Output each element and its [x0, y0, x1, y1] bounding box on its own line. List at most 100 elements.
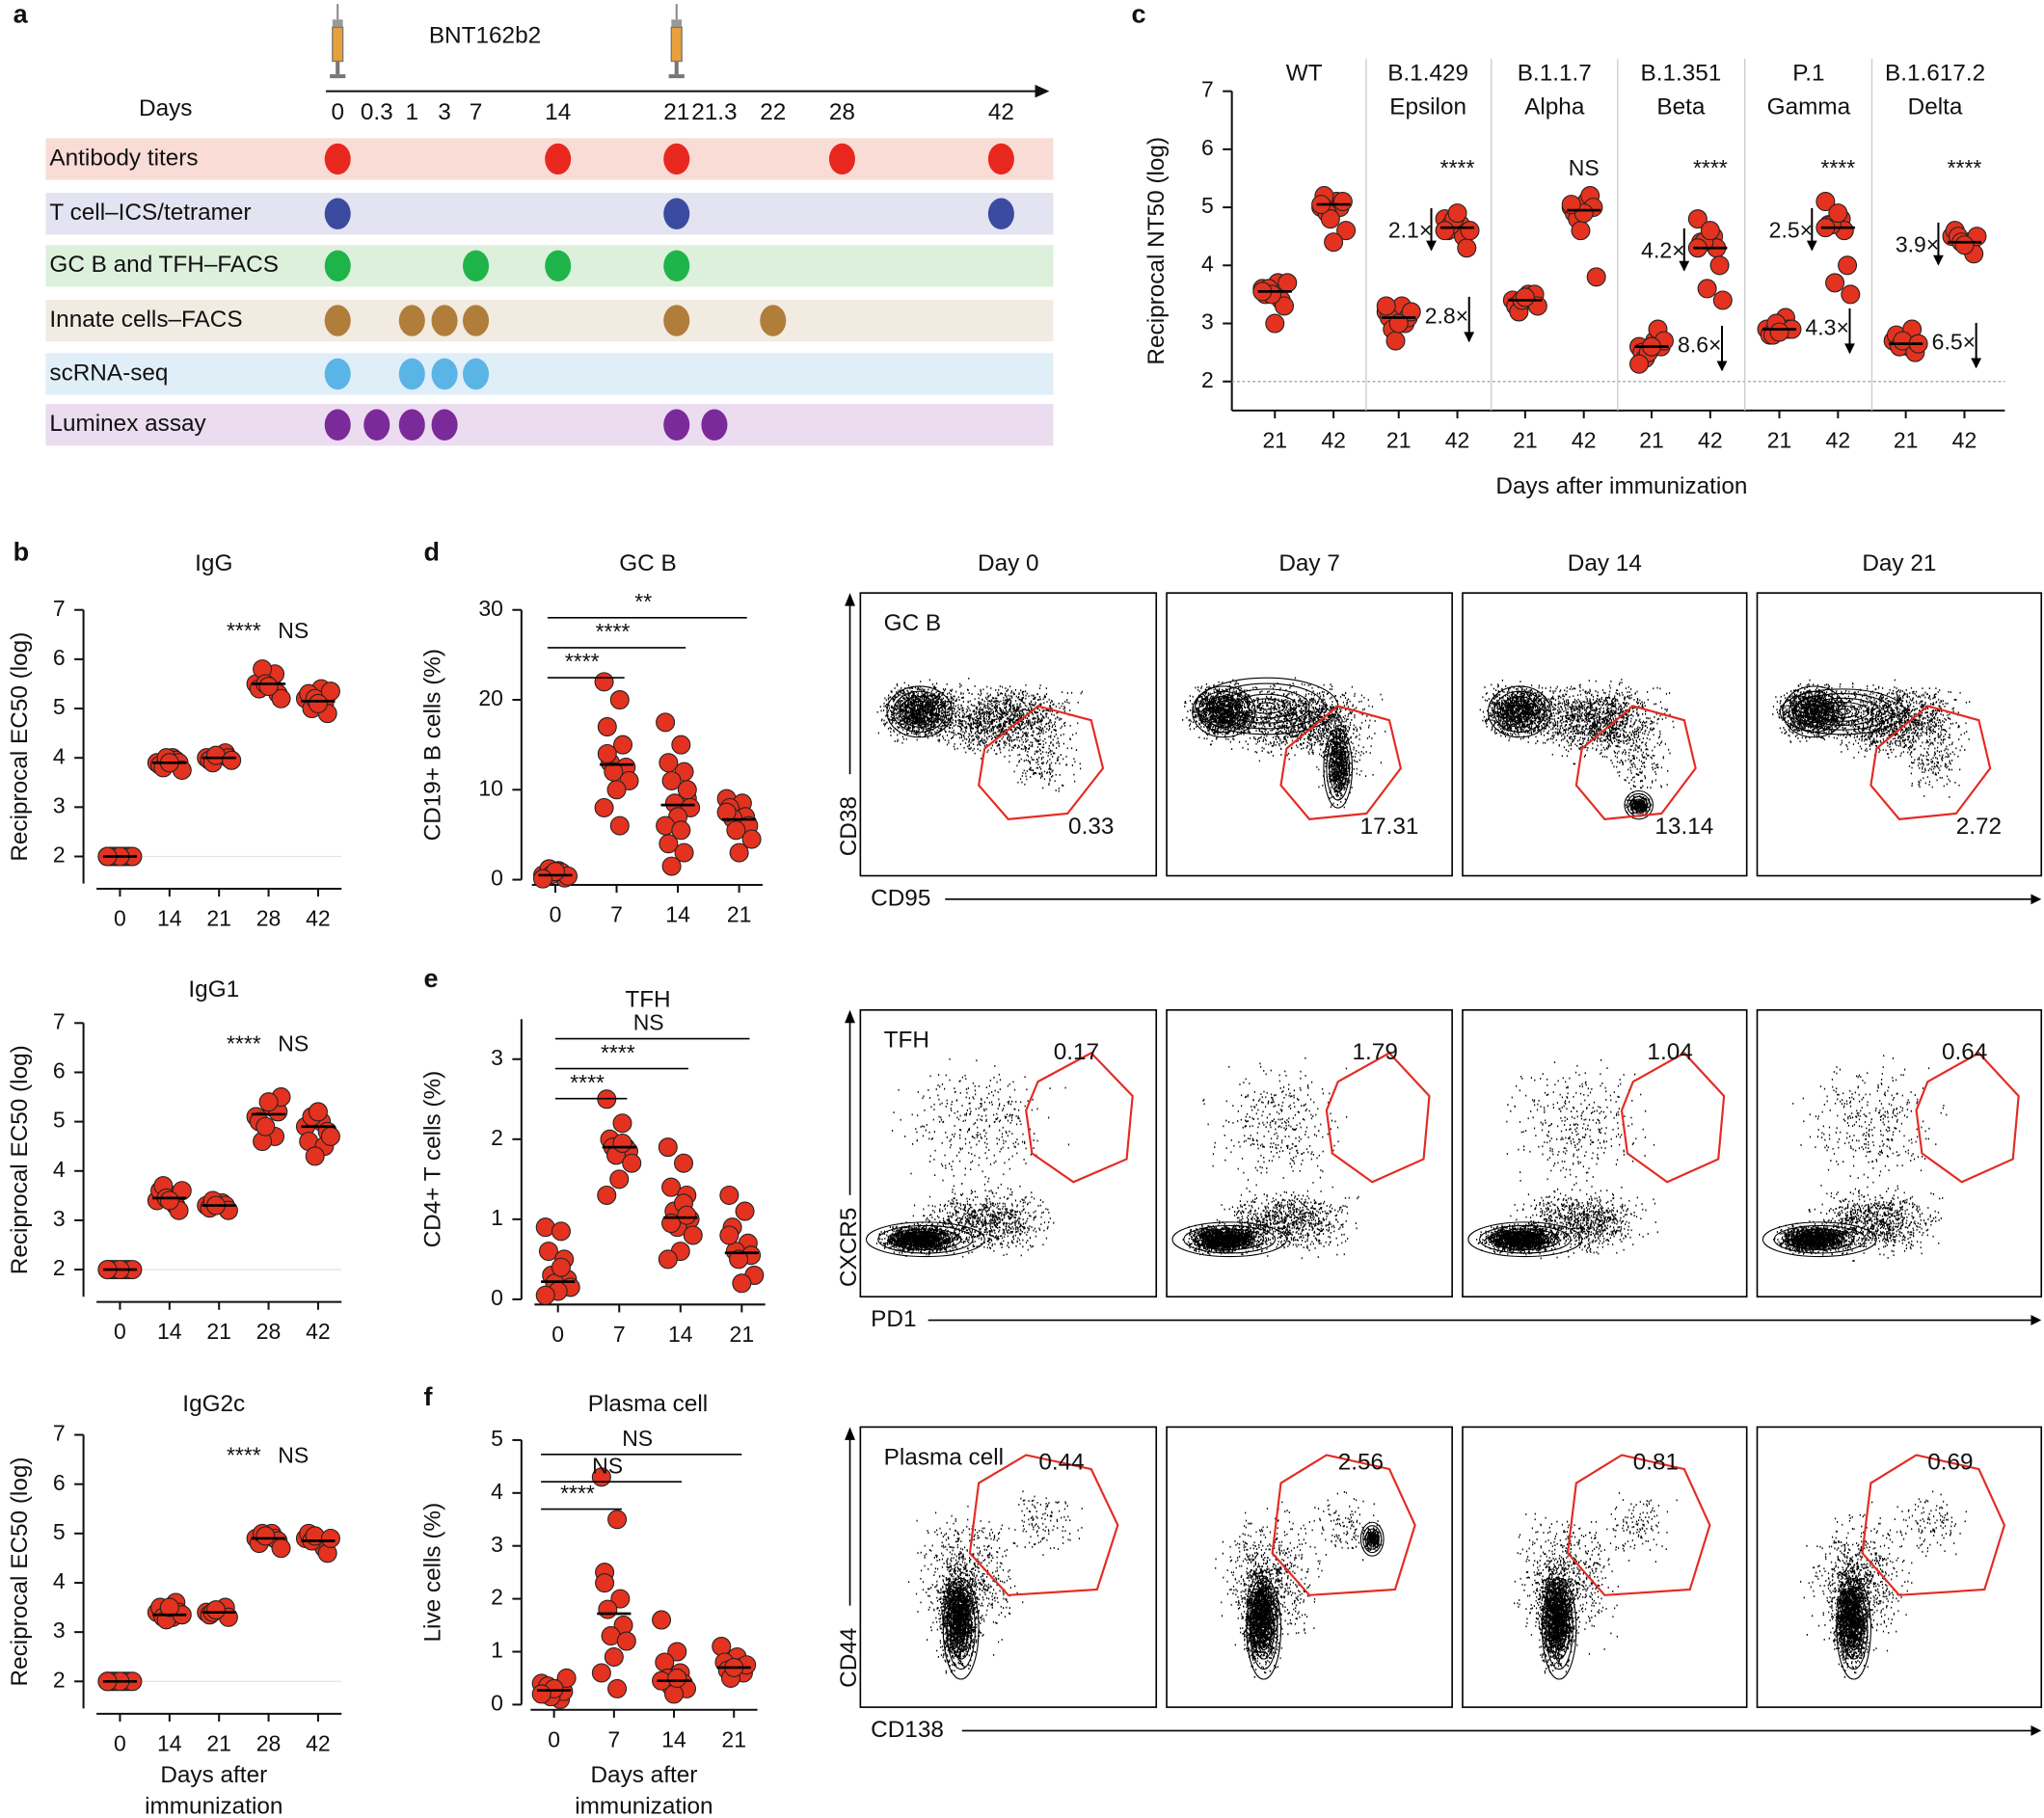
- panel-label: c: [1132, 0, 1146, 28]
- x-tick-label: 0: [114, 906, 126, 931]
- data-dot: [726, 820, 746, 841]
- fold-arrowhead: [1679, 260, 1690, 272]
- contour: [1362, 1525, 1383, 1554]
- event-cloud: [876, 677, 1084, 792]
- group-name: Alpha: [1524, 94, 1585, 120]
- gate-percentage: 13.14: [1654, 814, 1713, 840]
- contour: [1467, 1221, 1583, 1258]
- data-dot: [652, 1610, 672, 1630]
- data-dot: [735, 1201, 755, 1221]
- significance: NS: [1569, 155, 1600, 180]
- fold-change: 4.3×: [1806, 315, 1849, 340]
- x-tick-label: 0: [548, 1726, 560, 1751]
- y-tick-label: 7: [53, 596, 66, 621]
- data-dot: [671, 735, 691, 755]
- x-tick-label: 7: [607, 1726, 620, 1751]
- x-tick-label: 21: [721, 1726, 746, 1751]
- significance: NS: [278, 1443, 309, 1468]
- fold-change: 2.5×: [1769, 217, 1813, 242]
- gate: [1574, 705, 1697, 820]
- timepoint-dot: [324, 358, 351, 390]
- y-axis-label: CD44: [836, 1628, 862, 1688]
- data-dot: [551, 1221, 571, 1242]
- x-tick-label: 14: [157, 1730, 182, 1755]
- row-label: Antibody titers: [49, 145, 198, 171]
- y-tick-label: 6: [53, 1058, 66, 1083]
- y-tick-label: 4: [53, 1568, 66, 1593]
- gate-percentage: 1.79: [1353, 1039, 1398, 1065]
- y-tick-label: 30: [478, 596, 503, 621]
- data-dot: [1700, 221, 1720, 241]
- day-tick-label: 0: [331, 99, 344, 125]
- fold-change: 3.9×: [1896, 231, 1939, 256]
- panel-label: b: [13, 538, 30, 567]
- y-tick-label: 7: [53, 1421, 66, 1446]
- y-tick-label: 5: [53, 694, 66, 719]
- plot-frame: [1462, 592, 1748, 877]
- significance: NS: [622, 1426, 653, 1451]
- y-tick-label: 4: [53, 1157, 66, 1182]
- x-tick-label: 21: [1894, 427, 1919, 452]
- x-tick-label: 42: [306, 1319, 331, 1344]
- x-tick-label: 42: [1698, 427, 1723, 452]
- data-dot: [719, 1225, 740, 1245]
- group-name: Epsilon: [1389, 94, 1466, 120]
- y-tick-label: 2: [491, 1125, 503, 1150]
- x-tick-label: 21: [206, 906, 231, 931]
- event-cloud: [1479, 679, 1675, 815]
- group-name: B.1.617.2: [1885, 60, 1985, 86]
- day-tick-label: 14: [545, 99, 571, 125]
- x-tick-label: 14: [157, 1319, 182, 1344]
- data-dot: [609, 690, 630, 710]
- event-cloud: [1182, 1056, 1359, 1260]
- significance: ****: [1948, 155, 1982, 180]
- timepoint-dot: [663, 198, 690, 229]
- gate-percentage: 0.81: [1633, 1450, 1679, 1476]
- significance: ****: [570, 1070, 605, 1095]
- group-name: WT: [1286, 60, 1323, 86]
- contour: [865, 1221, 985, 1258]
- data-dot: [320, 1528, 340, 1548]
- data-dot: [205, 1600, 226, 1620]
- y-tick-label: 0: [491, 1285, 503, 1310]
- timepoint-dot: [431, 305, 458, 336]
- data-dot: [308, 693, 328, 713]
- data-dot: [1275, 296, 1295, 316]
- row-label: Innate cells–FACS: [49, 307, 242, 333]
- data-dot: [667, 1668, 687, 1688]
- y-tick-label: 2: [53, 1255, 66, 1280]
- data-dot: [531, 1684, 551, 1704]
- row-label: Luminex assay: [49, 411, 206, 437]
- data-dot: [610, 1589, 631, 1609]
- x-tick-label: 42: [306, 906, 331, 931]
- timepoint-dot: [324, 143, 351, 175]
- x-tick-label: 28: [256, 1319, 282, 1344]
- row-label: T cell–ICS/tetramer: [49, 200, 251, 226]
- timepoint-dot: [828, 143, 855, 175]
- contour: [893, 690, 947, 734]
- gate: [1566, 1454, 1711, 1596]
- x-axis-label: Days after immunization: [1495, 473, 1747, 499]
- y-tick-label: 7: [53, 1008, 66, 1033]
- y-tick-label: 3: [53, 1617, 66, 1643]
- timepoint-dot: [760, 305, 787, 336]
- event-cloud: [1799, 1490, 1967, 1678]
- timepoint-dot: [324, 305, 351, 336]
- x-tick-label: 14: [668, 1322, 693, 1347]
- x-tick-label: 0: [550, 902, 562, 927]
- fold-change: 2.1×: [1388, 217, 1432, 242]
- y-tick-label: 1: [491, 1205, 503, 1230]
- x-tick-label: 28: [256, 906, 282, 931]
- data-dot: [159, 1190, 179, 1211]
- data-dot: [1629, 354, 1650, 374]
- x-tick-label: 21: [1263, 427, 1288, 452]
- day-tick-label: 3: [438, 99, 451, 125]
- significance: ****: [1693, 155, 1728, 180]
- contour: [1624, 789, 1654, 820]
- plot-frame: [1166, 1426, 1453, 1708]
- y-axis-label: CD4+ T cells (%): [420, 1071, 446, 1248]
- data-dot: [677, 1205, 697, 1225]
- data-dot: [1336, 221, 1357, 241]
- contour: [1183, 1224, 1277, 1254]
